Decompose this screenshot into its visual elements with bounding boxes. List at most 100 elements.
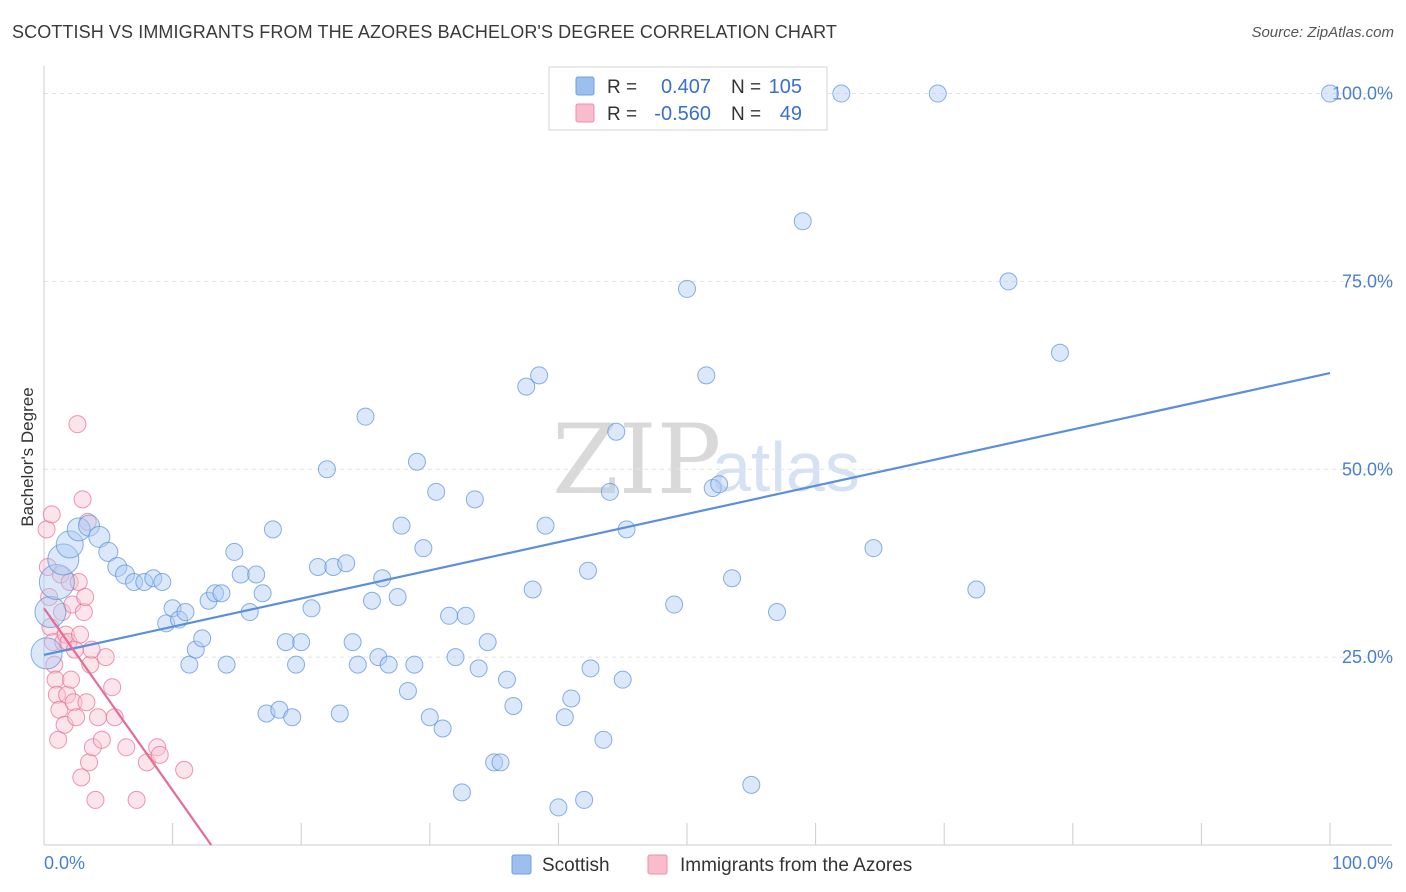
azores-trend-line <box>43 607 213 846</box>
scottish-point <box>456 606 475 625</box>
scottish-point <box>575 790 594 809</box>
scottish-point <box>504 696 523 715</box>
scottish-point <box>517 377 536 396</box>
scottish-point <box>176 603 195 622</box>
scottish-point <box>768 603 787 622</box>
scottish-point <box>135 572 154 591</box>
scottish-point <box>607 422 626 441</box>
scottish-point <box>1321 84 1339 103</box>
scottish-point <box>144 569 163 588</box>
scottish-point <box>478 633 497 652</box>
scottish-point <box>98 541 119 562</box>
bottom-legend-label-scottish: Scottish <box>542 855 610 876</box>
azores-point <box>72 768 91 787</box>
azores-point <box>49 730 68 749</box>
azores-point <box>77 693 96 712</box>
legend-r-label-scottish: R = <box>607 77 637 98</box>
scottish-point <box>967 580 986 599</box>
scottish-point <box>600 482 619 501</box>
scottish-point <box>362 591 381 610</box>
azores-point <box>96 648 115 667</box>
scottish-point <box>263 520 282 539</box>
scottish-point <box>793 212 812 231</box>
scottish-point <box>217 655 236 674</box>
watermark-zip: ZIP <box>552 404 721 516</box>
scottish-point <box>465 490 484 509</box>
legend-swatch-scottish <box>575 76 595 96</box>
azores-point <box>117 738 136 757</box>
azores-point <box>46 670 65 689</box>
scottish-point <box>562 689 581 708</box>
scottish-point <box>373 569 392 588</box>
azores-point <box>80 753 99 772</box>
scottish-point <box>287 655 306 674</box>
scottish-point <box>212 584 231 603</box>
scottish-point <box>742 775 761 794</box>
azores-point <box>42 505 61 524</box>
scottish-point <box>1050 343 1069 362</box>
legend-n-label-azores: N = <box>731 104 761 125</box>
azores-point <box>86 790 105 809</box>
scottish-point <box>697 366 716 385</box>
scottish-point <box>594 730 613 749</box>
scottish-point <box>283 708 302 727</box>
scottish-point <box>405 655 424 674</box>
scottish-point <box>225 542 244 561</box>
scottish-point <box>578 561 597 580</box>
legend-r-value-scottish: 0.407 <box>661 76 711 98</box>
azores-point <box>92 730 111 749</box>
scottish-point <box>420 708 439 727</box>
scottish-point <box>485 753 504 772</box>
y-tick-label: 50.0% <box>1342 459 1393 479</box>
scottish-point <box>497 670 516 689</box>
scottish-point <box>928 84 947 103</box>
scottish-point <box>193 629 212 648</box>
scottish-point <box>55 530 84 559</box>
scottish-point <box>180 655 199 674</box>
azores-point <box>69 572 88 591</box>
scottish-point <box>491 753 510 772</box>
scottish-point <box>356 407 375 426</box>
scottish-point <box>446 648 465 667</box>
scottish-point <box>337 554 356 573</box>
azores-point <box>148 738 167 757</box>
watermark-atlas: atlas <box>712 428 860 506</box>
scottish-point <box>107 556 128 577</box>
azores-point <box>73 490 92 509</box>
legend-swatch-azores <box>575 103 595 123</box>
axes <box>43 66 1392 846</box>
scottish-point <box>388 588 407 607</box>
scottish-point <box>536 516 555 535</box>
scottish-point <box>302 599 321 618</box>
scottish-point <box>348 655 367 674</box>
azores-point <box>67 708 86 727</box>
scottish-point <box>392 516 411 535</box>
scottish-point <box>253 584 272 603</box>
azores-point <box>89 708 108 727</box>
gridlines <box>44 93 1392 658</box>
legend-n-label-scottish: N = <box>731 77 761 98</box>
scottish-point <box>999 272 1018 291</box>
scottish-point <box>710 475 729 494</box>
azores-point <box>68 415 87 434</box>
scottish-point <box>433 719 452 738</box>
azores-point <box>175 760 194 779</box>
scottish-point <box>523 580 542 599</box>
scottish-point <box>452 783 471 802</box>
scottish-point <box>678 279 696 298</box>
scottish-point <box>530 366 549 385</box>
scottish-point <box>231 565 250 584</box>
azores-point <box>76 588 95 607</box>
scottish-point <box>153 572 172 591</box>
scottish-point <box>407 452 426 471</box>
bottom-legend-label-azores: Immigrants from the Azores <box>680 855 912 876</box>
x-tick-label-min: 0.0% <box>44 853 85 873</box>
scottish-point <box>276 633 295 652</box>
y-tick-label: 25.0% <box>1342 647 1393 667</box>
azores-point <box>62 670 81 689</box>
x-tick-label-max: 100.0% <box>1332 853 1393 873</box>
scottish-trend-line <box>43 372 1331 656</box>
y-axis-label: Bachelor's Degree <box>18 387 37 526</box>
scottish-point <box>832 84 851 103</box>
